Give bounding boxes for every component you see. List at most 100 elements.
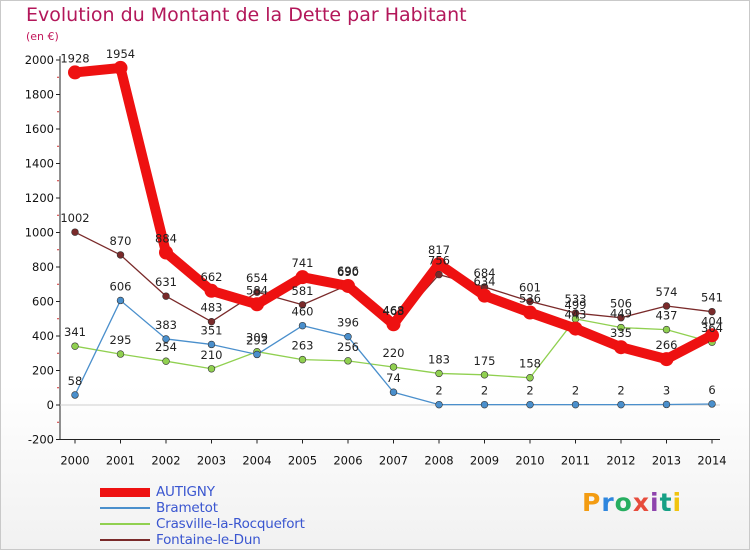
logo-letter: i: [650, 488, 660, 517]
x-tick-label: 2006: [333, 454, 362, 468]
legend: AUTIGNY Brametot Crasville-la-Rocquefort…: [100, 484, 305, 548]
data-label: 756: [428, 254, 450, 268]
data-point: [341, 278, 355, 293]
data-label: 536: [519, 292, 541, 306]
data-label: 3: [663, 383, 670, 397]
data-label: 175: [474, 354, 496, 368]
data-label: 364: [701, 321, 723, 335]
data-point: [116, 296, 125, 305]
y-tick-label: 0: [47, 398, 54, 412]
data-point: [207, 317, 216, 326]
data-label: 295: [110, 333, 132, 347]
legend-swatch-brametot: [100, 507, 150, 509]
data-label: 817: [428, 243, 450, 257]
data-label: 2: [617, 384, 624, 398]
axes: -200 0 200 400 600 800 1000 1200 1400 1600 1800 200…: [25, 53, 727, 468]
data-point: [526, 400, 534, 409]
data-point: [159, 245, 173, 260]
x-tick-label: 2003: [197, 454, 226, 468]
y-tick-label: 1200: [25, 191, 54, 205]
y-tick-label: 200: [32, 364, 54, 378]
x-tick-label: 2001: [106, 454, 135, 468]
x-tick-label: 2009: [470, 454, 499, 468]
data-label: 74: [386, 371, 401, 385]
data-point: [162, 292, 170, 300]
x-tick-label: 2010: [515, 454, 544, 468]
legend-swatch-fontaine: [100, 539, 150, 541]
data-point: [571, 400, 580, 409]
data-label: 499: [565, 298, 587, 312]
data-label: 581: [292, 284, 314, 298]
data-point: [71, 228, 79, 236]
data-point: [435, 369, 443, 378]
data-point: [344, 357, 352, 365]
data-label: 158: [519, 357, 541, 371]
x-tick-label: 2012: [606, 454, 635, 468]
data-label: 210: [201, 348, 223, 362]
data-point: [116, 350, 125, 358]
data-label: 684: [474, 266, 496, 280]
y-tick-label: 800: [32, 260, 54, 274]
data-label: 254: [155, 340, 177, 354]
legend-item-fontaine: Fontaine-le-Dun: [100, 532, 305, 548]
data-label: 460: [292, 305, 314, 319]
data-label: 741: [292, 256, 314, 270]
x-tick-label: 2000: [60, 454, 89, 468]
data-point: [435, 270, 443, 279]
data-label: 263: [292, 339, 314, 353]
x-tick-label: 2002: [151, 454, 180, 468]
legend-swatch-autigny: [100, 487, 150, 497]
y-tick-label: 2000: [25, 53, 54, 67]
data-label: 506: [610, 297, 632, 311]
data-label: 6: [708, 383, 715, 397]
legend-item-autigny: AUTIGNY: [100, 484, 305, 500]
x-tick-label: 2011: [561, 454, 590, 468]
data-label: 2: [526, 384, 533, 398]
data-label: 437: [656, 309, 678, 323]
data-label: 463: [383, 304, 405, 318]
data-label: 351: [201, 323, 223, 337]
data-point: [344, 332, 352, 341]
data-point: [162, 335, 170, 343]
data-label: 1954: [106, 47, 135, 61]
data-label: 870: [110, 234, 132, 248]
data-point: [207, 365, 216, 373]
data-point: [68, 65, 82, 80]
data-point: [298, 301, 307, 309]
data-point: [617, 400, 625, 409]
data-label: 606: [110, 279, 132, 293]
x-tick-label: 2005: [288, 454, 317, 468]
data-point: [71, 342, 79, 350]
data-label: 696: [337, 264, 359, 278]
y-tick-label: 1400: [25, 157, 54, 171]
data-point: [662, 325, 671, 334]
data-point: [389, 388, 398, 396]
data-point: [250, 297, 264, 312]
data-label: 584: [246, 283, 268, 297]
logo-letter: P: [582, 488, 602, 517]
data-label: 631: [155, 275, 177, 289]
data-point: [204, 283, 219, 298]
x-tick-label: 2014: [697, 454, 726, 468]
data-point: [480, 371, 489, 379]
data-label: 443: [565, 308, 587, 322]
logo-letter: t: [659, 488, 673, 517]
data-point: [435, 400, 443, 409]
y-tick-label: 1800: [25, 88, 54, 102]
data-label: 341: [64, 325, 86, 339]
y-tick-label: -200: [28, 433, 54, 447]
data-label: 383: [155, 318, 177, 332]
data-label: 654: [246, 271, 268, 285]
data-point: [295, 270, 310, 285]
data-label: 396: [337, 316, 359, 330]
data-label: 335: [610, 326, 632, 340]
data-point: [477, 288, 492, 303]
data-label: 1002: [60, 211, 89, 225]
data-point: [432, 257, 446, 272]
data-label: 2: [435, 384, 442, 398]
chart-title: Evolution du Montant de la Dette par Hab…: [26, 4, 467, 26]
data-point: [298, 321, 307, 330]
data-point: [113, 60, 128, 75]
data-label: 404: [701, 314, 723, 328]
series-points: [68, 60, 719, 409]
